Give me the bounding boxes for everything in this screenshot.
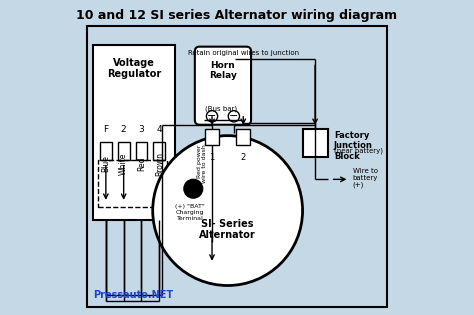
Circle shape: [228, 111, 239, 122]
Bar: [100, 142, 112, 160]
Text: Horn
Relay: Horn Relay: [209, 61, 237, 80]
Text: Red: Red: [137, 157, 146, 171]
Circle shape: [153, 136, 302, 285]
Bar: [236, 129, 250, 145]
Bar: [136, 142, 147, 160]
Bar: [153, 142, 165, 160]
Text: Factory
Junction
Block: Factory Junction Block: [334, 131, 373, 161]
Text: Brown: Brown: [155, 152, 164, 176]
Bar: [99, 160, 167, 208]
Text: White: White: [119, 152, 128, 175]
Text: (+) Red power
wire to dash: (+) Red power wire to dash: [197, 144, 207, 190]
Bar: [118, 142, 129, 160]
Text: SI- Series
Alternator: SI- Series Alternator: [199, 219, 256, 240]
Bar: [93, 45, 174, 220]
Bar: [205, 129, 219, 145]
Text: Pressauto.NET: Pressauto.NET: [93, 289, 173, 300]
Text: (+) "BAT"
Charging
Terminal: (+) "BAT" Charging Terminal: [175, 204, 205, 221]
Circle shape: [206, 111, 218, 122]
Circle shape: [184, 179, 203, 198]
Text: Wire to
battery
(+): Wire to battery (+): [353, 168, 378, 188]
Text: F: F: [103, 125, 109, 134]
Text: (near battery): (near battery): [334, 148, 383, 154]
Text: Retain original wires to junction: Retain original wires to junction: [188, 50, 299, 56]
Text: −: −: [207, 111, 217, 121]
Text: Blue: Blue: [101, 155, 110, 172]
FancyBboxPatch shape: [195, 47, 251, 125]
Text: 1: 1: [210, 153, 215, 162]
Text: 3: 3: [138, 125, 145, 134]
Text: Voltage
Regulator: Voltage Regulator: [107, 58, 161, 79]
Text: 2: 2: [121, 125, 127, 134]
Text: 2: 2: [241, 153, 246, 162]
Text: 10 and 12 SI series Alternator wiring diagram: 10 and 12 SI series Alternator wiring di…: [76, 9, 398, 22]
Bar: [302, 129, 328, 158]
Text: 4: 4: [156, 125, 162, 134]
Text: −: −: [229, 111, 238, 121]
Text: (Bus bar): (Bus bar): [205, 106, 237, 112]
